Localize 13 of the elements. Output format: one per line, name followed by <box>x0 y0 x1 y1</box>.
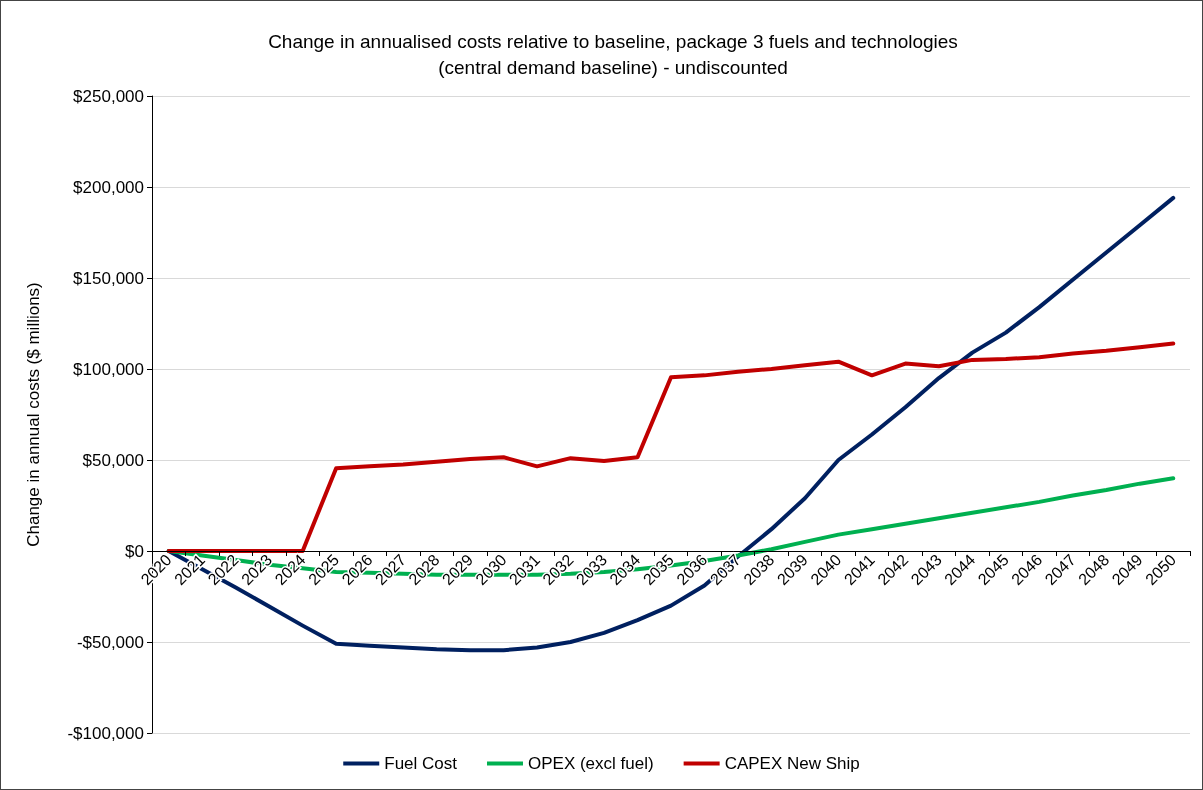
y-tick-label: -$50,000 <box>76 632 144 652</box>
legend-label: OPEX (excl fuel) <box>527 754 654 773</box>
line-series <box>166 341 1176 553</box>
y-tick-label: $50,000 <box>82 450 144 470</box>
y-tick-label: $150,000 <box>73 268 144 288</box>
legend-label: CAPEX New Ship <box>724 754 860 773</box>
y-tick-label: $200,000 <box>73 177 144 197</box>
y-tick-label: $100,000 <box>73 359 144 379</box>
y-axis-title: Change in annual costs ($ millions) <box>24 282 43 547</box>
legend-label: Fuel Cost <box>384 754 458 773</box>
chart-title: Change in annualised costs relative to baseline, package 3 fuels and technologies (central demand baseline) - undiscounted <box>268 30 958 78</box>
y-tick-label: -$100,000 <box>67 723 144 743</box>
y-tick-label: $250,000 <box>73 86 144 106</box>
